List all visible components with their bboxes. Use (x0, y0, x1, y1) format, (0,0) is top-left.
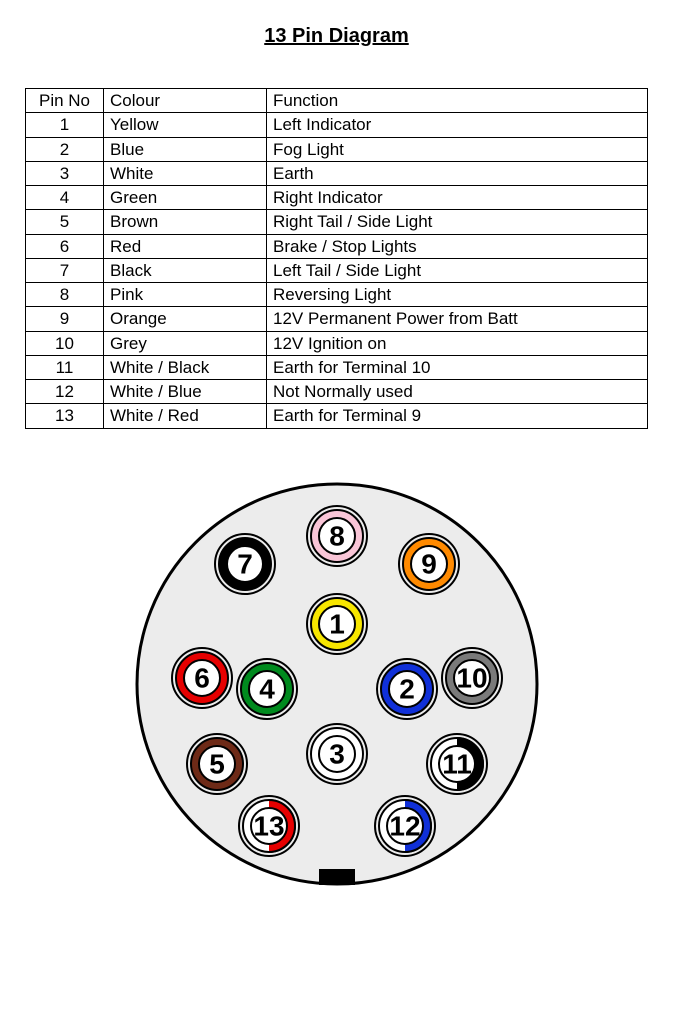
cell-pin-no: 13 (26, 404, 104, 428)
cell-pin-no: 4 (26, 186, 104, 210)
table-row: 1YellowLeft Indicator (26, 113, 648, 137)
cell-pin-no: 10 (26, 331, 104, 355)
pin-label: 1 (329, 608, 345, 639)
cell-pin-no: 9 (26, 307, 104, 331)
cell-pin-no: 6 (26, 234, 104, 258)
table-row: 8PinkReversing Light (26, 283, 648, 307)
cell-function: Left Tail / Side Light (267, 258, 648, 282)
connector-notch (319, 869, 355, 885)
table-row: 5BrownRight Tail / Side Light (26, 210, 648, 234)
cell-function: 12V Permanent Power from Batt (267, 307, 648, 331)
cell-pin-no: 11 (26, 355, 104, 379)
cell-colour: Yellow (104, 113, 267, 137)
cell-colour: Orange (104, 307, 267, 331)
pin-12: 12 (375, 796, 435, 856)
pin-10: 10 (442, 648, 502, 708)
pin-9: 9 (399, 534, 459, 594)
cell-colour: Black (104, 258, 267, 282)
pin-label: 9 (421, 548, 437, 579)
pin-13: 13 (239, 796, 299, 856)
pin-label: 6 (194, 662, 210, 693)
pin-label: 3 (329, 738, 345, 769)
table-row: 2BlueFog Light (26, 137, 648, 161)
cell-function: Earth for Terminal 9 (267, 404, 648, 428)
table-row: 13White / RedEarth for Terminal 9 (26, 404, 648, 428)
table-row: 12White / BlueNot Normally used (26, 380, 648, 404)
table-row: 10Grey12V Ignition on (26, 331, 648, 355)
cell-pin-no: 8 (26, 283, 104, 307)
cell-function: Earth for Terminal 10 (267, 355, 648, 379)
pin-label: 8 (329, 520, 345, 551)
cell-colour: White / Black (104, 355, 267, 379)
cell-pin-no: 5 (26, 210, 104, 234)
pin-3: 3 (307, 724, 367, 784)
pin-1: 1 (307, 594, 367, 654)
page: 13 Pin Diagram Pin No Colour Function 1Y… (0, 0, 673, 939)
cell-colour: Grey (104, 331, 267, 355)
cell-function: 12V Ignition on (267, 331, 648, 355)
col-pin-no: Pin No (26, 89, 104, 113)
table-row: 6RedBrake / Stop Lights (26, 234, 648, 258)
pin-label: 10 (456, 662, 487, 693)
pin-label: 11 (442, 748, 472, 779)
pin-11: 11 (427, 734, 487, 794)
cell-function: Left Indicator (267, 113, 648, 137)
pin-5: 5 (187, 734, 247, 794)
pin-2: 2 (377, 659, 437, 719)
cell-colour: Pink (104, 283, 267, 307)
cell-function: Fog Light (267, 137, 648, 161)
table-row: 4GreenRight Indicator (26, 186, 648, 210)
pin-label: 12 (389, 810, 420, 841)
page-title: 13 Pin Diagram (25, 25, 648, 48)
pin-8: 8 (307, 506, 367, 566)
table-header-row: Pin No Colour Function (26, 89, 648, 113)
col-function: Function (267, 89, 648, 113)
cell-colour: Green (104, 186, 267, 210)
pin-label: 2 (399, 673, 415, 704)
pin-label: 4 (259, 673, 275, 704)
pin-label: 13 (253, 810, 284, 841)
cell-colour: White / Red (104, 404, 267, 428)
cell-function: Right Indicator (267, 186, 648, 210)
cell-pin-no: 7 (26, 258, 104, 282)
cell-pin-no: 2 (26, 137, 104, 161)
cell-colour: Red (104, 234, 267, 258)
table-row: 3WhiteEarth (26, 161, 648, 185)
table-row: 7BlackLeft Tail / Side Light (26, 258, 648, 282)
cell-colour: White (104, 161, 267, 185)
table-row: 9Orange12V Permanent Power from Batt (26, 307, 648, 331)
pin-table: Pin No Colour Function 1YellowLeft Indic… (25, 88, 648, 429)
col-colour: Colour (104, 89, 267, 113)
cell-pin-no: 1 (26, 113, 104, 137)
pin-label: 5 (209, 748, 225, 779)
cell-function: Reversing Light (267, 283, 648, 307)
pin-6: 6 (172, 648, 232, 708)
connector-diagram: 12345678910111213 (25, 464, 648, 909)
cell-colour: White / Blue (104, 380, 267, 404)
cell-function: Earth (267, 161, 648, 185)
pin-label: 7 (237, 548, 253, 579)
cell-function: Brake / Stop Lights (267, 234, 648, 258)
pin-4: 4 (237, 659, 297, 719)
cell-pin-no: 12 (26, 380, 104, 404)
pin-7: 7 (215, 534, 275, 594)
cell-colour: Blue (104, 137, 267, 161)
cell-function: Not Normally used (267, 380, 648, 404)
cell-pin-no: 3 (26, 161, 104, 185)
cell-colour: Brown (104, 210, 267, 234)
cell-function: Right Tail / Side Light (267, 210, 648, 234)
table-row: 11White / BlackEarth for Terminal 10 (26, 355, 648, 379)
